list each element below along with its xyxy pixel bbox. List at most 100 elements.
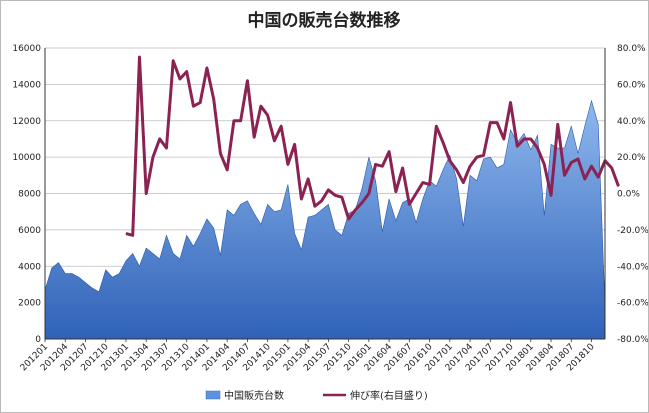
y-tick-label: 8000 bbox=[18, 190, 41, 200]
growth-line-layer bbox=[125, 55, 620, 237]
growth-point bbox=[618, 185, 619, 187]
y2-tick-label: -60.0% bbox=[617, 299, 648, 309]
legend-swatch-sales bbox=[205, 390, 221, 400]
growth-line bbox=[125, 55, 620, 237]
growth-point bbox=[274, 140, 275, 142]
growth-point bbox=[321, 200, 323, 202]
growth-point bbox=[489, 122, 491, 123]
growth-point bbox=[503, 138, 505, 140]
growth-point bbox=[516, 145, 518, 147]
growth-point bbox=[166, 147, 167, 149]
growth-point bbox=[422, 182, 424, 183]
growth-point bbox=[456, 169, 457, 171]
y2-tick-label: 60.0% bbox=[617, 80, 646, 90]
growth-point bbox=[361, 202, 363, 203]
growth-point bbox=[543, 164, 545, 165]
growth-point bbox=[145, 193, 147, 194]
growth-point bbox=[233, 120, 235, 122]
y-tick-label: 16000 bbox=[12, 44, 41, 54]
growth-point bbox=[510, 102, 511, 103]
y-tick-label: 6000 bbox=[18, 226, 41, 236]
y-tick-label: 12000 bbox=[12, 117, 41, 127]
growth-point bbox=[260, 105, 262, 107]
y2-tick-label: 20.0% bbox=[617, 153, 646, 163]
growth-point bbox=[240, 120, 242, 122]
growth-point bbox=[523, 138, 525, 140]
growth-point bbox=[408, 204, 410, 205]
sales-area-layer bbox=[44, 99, 606, 340]
growth-point bbox=[132, 234, 134, 236]
growth-point bbox=[253, 136, 255, 138]
growth-point bbox=[226, 169, 228, 171]
left-axis-ticks: 0 2000 4000 6000 8000 10000 12000 14000 16000 bbox=[12, 44, 41, 345]
growth-point bbox=[496, 122, 498, 123]
growth-point bbox=[159, 138, 161, 140]
growth-point bbox=[402, 167, 403, 169]
growth-point bbox=[125, 233, 127, 234]
growth-point bbox=[381, 165, 383, 167]
growth-point bbox=[300, 198, 302, 200]
growth-point bbox=[375, 164, 376, 165]
growth-point bbox=[476, 156, 478, 158]
y-tick-label: 10000 bbox=[12, 153, 41, 163]
growth-point bbox=[597, 176, 599, 178]
y2-tick-label: 80.0% bbox=[617, 44, 646, 54]
growth-point bbox=[469, 165, 471, 167]
growth-point bbox=[334, 194, 336, 196]
growth-point bbox=[462, 182, 464, 183]
growth-point bbox=[327, 189, 329, 191]
growth-point bbox=[172, 60, 174, 62]
growth-point bbox=[348, 218, 350, 220]
y2-tick-label: -20.0% bbox=[617, 226, 648, 236]
growth-point bbox=[193, 105, 194, 107]
growth-point bbox=[199, 102, 201, 103]
growth-point bbox=[341, 196, 343, 198]
growth-point bbox=[442, 142, 444, 143]
growth-point bbox=[388, 151, 390, 153]
growth-point bbox=[307, 178, 309, 180]
growth-point bbox=[186, 71, 188, 73]
growth-point bbox=[354, 209, 356, 211]
growth-point bbox=[415, 193, 417, 194]
growth-point bbox=[294, 143, 296, 145]
y2-tick-label: 0.0% bbox=[617, 190, 640, 200]
growth-point bbox=[570, 162, 572, 163]
growth-point bbox=[206, 67, 208, 69]
y2-tick-label: -80.0% bbox=[617, 335, 648, 345]
growth-point bbox=[139, 56, 140, 58]
growth-point bbox=[483, 154, 484, 156]
y-tick-label: 0 bbox=[35, 335, 41, 345]
growth-point bbox=[449, 160, 451, 162]
growth-point bbox=[591, 165, 592, 167]
right-axis-ticks: -80.0% -60.0% -40.0% -20.0% 0.0% 20.0% 40.0% 60… bbox=[617, 44, 648, 345]
axes bbox=[44, 48, 606, 340]
growth-point bbox=[550, 194, 552, 196]
growth-point bbox=[577, 158, 579, 160]
growth-point bbox=[611, 167, 613, 169]
growth-point bbox=[247, 80, 248, 82]
legend-label-sales: 中国販売台数 bbox=[224, 389, 284, 402]
growth-point bbox=[287, 164, 289, 165]
growth-point bbox=[395, 191, 397, 193]
growth-point bbox=[220, 153, 221, 154]
growth-point bbox=[179, 78, 181, 80]
y-tick-label: 2000 bbox=[18, 299, 41, 309]
legend: 中国販売台数 伸び率(右目盛り) bbox=[205, 389, 428, 402]
legend-label-growth: 伸び率(右目盛り) bbox=[350, 389, 428, 402]
growth-point bbox=[564, 174, 565, 176]
y-tick-label: 14000 bbox=[12, 80, 41, 90]
sales-area bbox=[44, 99, 606, 340]
x-axis-ticks: 2012012012042012072012102013012013042013… bbox=[19, 339, 597, 373]
y-tick-label: 4000 bbox=[18, 262, 41, 272]
growth-point bbox=[429, 184, 430, 185]
growth-point bbox=[530, 138, 532, 140]
growth-point bbox=[584, 178, 586, 180]
chart-title: 中国の販売台数推移 bbox=[248, 10, 401, 31]
growth-point bbox=[368, 193, 370, 194]
y2-tick-label: -40.0% bbox=[617, 262, 648, 272]
y2-tick-label: 40.0% bbox=[617, 117, 646, 127]
growth-point bbox=[314, 205, 316, 207]
growth-point bbox=[557, 123, 559, 125]
